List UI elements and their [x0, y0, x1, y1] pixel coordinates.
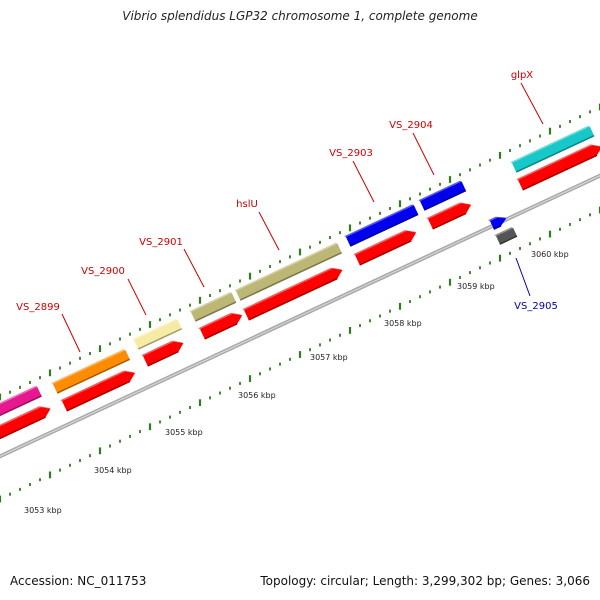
gene-box-reverse-edge — [493, 225, 502, 230]
cds-arrow-edge — [432, 212, 467, 230]
cds-arrow-edge — [522, 154, 598, 191]
cds-arrow-bevel — [198, 312, 233, 329]
cds-arrow-tip-bevel — [404, 230, 417, 233]
kbp-label: 3060 kbp — [531, 250, 569, 259]
gene-box-bevel — [132, 318, 178, 340]
callout-line — [61, 313, 81, 353]
gene-box-face — [191, 293, 236, 322]
callout-line — [183, 248, 205, 288]
kbp-label: 3054 kbp — [94, 466, 132, 475]
gene-box-face — [346, 205, 419, 247]
cds-arrow-tip-bevel — [39, 406, 51, 409]
genome-summary-text: Topology: circular; Length: 3,299,302 bp… — [260, 574, 590, 588]
callout-line — [127, 278, 147, 316]
cds-arrow-face — [518, 145, 600, 190]
gene-box-face — [53, 350, 130, 394]
gene-box-edge — [56, 358, 131, 394]
gene-box-face — [134, 319, 182, 350]
cds-arrow-face — [200, 313, 243, 339]
callout-line — [258, 211, 280, 251]
callout-line — [412, 132, 435, 176]
gene-label: VS_2903 — [329, 148, 373, 159]
cds-arrow-tip-bevel — [123, 370, 135, 373]
gene-box-face — [236, 243, 342, 301]
cds-box-reverse-bevel — [494, 227, 514, 236]
accession-text: Accession: NC_011753 — [10, 574, 147, 588]
gene-label: VS_2899 — [16, 302, 60, 313]
gene-box-edge — [0, 395, 42, 417]
gene-box-reverse-tip-bevel — [495, 216, 507, 219]
kbp-label: 3057 kbp — [310, 353, 348, 362]
cds-arrow-edge — [248, 277, 338, 321]
gene-box-bevel — [344, 204, 414, 237]
cds-arrow-bevel — [516, 144, 593, 180]
backbone-highlight — [0, 175, 600, 457]
gene-box-edge — [423, 189, 467, 211]
cds-arrow-edge — [0, 416, 46, 440]
gene-label: glpX — [511, 70, 533, 81]
gene-label: VS_2900 — [81, 266, 125, 277]
gene-box-face — [0, 386, 42, 416]
gene-box-edge — [515, 135, 595, 173]
cds-arrow-tip-bevel — [230, 312, 243, 316]
cds-box-reverse-edge — [499, 235, 518, 245]
gene-box-face — [512, 126, 595, 173]
gene-label-reverse: VS_2905 — [514, 301, 558, 312]
gene-box-bevel — [418, 180, 462, 201]
gene-box-edge — [137, 328, 183, 350]
cds-arrow-tip-bevel — [331, 267, 343, 271]
gene-box-edge — [239, 252, 343, 301]
callout-line — [352, 160, 375, 203]
gene-box-edge — [194, 301, 237, 322]
gene-box-edge — [349, 213, 419, 247]
gene-box-bevel — [51, 349, 126, 384]
kbp-label: 3059 kbp — [457, 282, 495, 291]
cds-arrow-bevel — [60, 370, 126, 401]
gene-box-bevel — [234, 242, 338, 291]
cds-arrow-face — [355, 230, 417, 265]
cds-arrow-face — [0, 407, 51, 439]
gene-label: hslU — [236, 199, 258, 210]
kbp-label: 3058 kbp — [384, 319, 422, 328]
map-title: Vibrio splendidus LGP32 chromosome 1, co… — [122, 9, 478, 23]
gene-box-face — [420, 181, 466, 211]
cds-arrow-bevel — [0, 406, 41, 427]
cds-arrow-bevel — [426, 202, 462, 219]
cds-arrow-bevel — [353, 230, 407, 255]
gene-box-reverse-bevel — [488, 216, 498, 221]
gene-label: VS_2901 — [139, 237, 183, 248]
cds-arrow-face — [428, 203, 472, 229]
callout-line — [520, 82, 544, 125]
cds-arrow-face — [62, 371, 135, 411]
cds-box-reverse-face — [496, 228, 517, 245]
cds-arrow-face — [244, 268, 343, 320]
cds-arrow-face — [143, 341, 184, 366]
gene-label: VS_2904 — [389, 120, 433, 131]
callout-line-reverse — [515, 257, 531, 297]
kbp-label: 3053 kbp — [24, 506, 62, 515]
kbp-label: 3056 kbp — [238, 391, 276, 400]
cds-arrow-bevel — [242, 267, 333, 310]
kbp-label: 3055 kbp — [165, 428, 203, 437]
cds-arrow-edge — [147, 350, 179, 367]
gene-box-bevel — [0, 386, 38, 405]
cds-arrow-edge — [204, 323, 238, 340]
gene-box-reverse-face — [490, 217, 507, 230]
cds-arrow-tip-bevel — [459, 202, 472, 205]
gene-box-bevel — [189, 292, 232, 312]
cds-arrow-tip-bevel — [590, 144, 600, 147]
gene-box-bevel — [510, 125, 590, 163]
cds-arrow-tip-bevel — [172, 340, 184, 344]
cds-arrow-edge — [359, 240, 412, 266]
cds-arrow-bevel — [141, 340, 174, 356]
cds-arrow-edge — [66, 380, 131, 412]
